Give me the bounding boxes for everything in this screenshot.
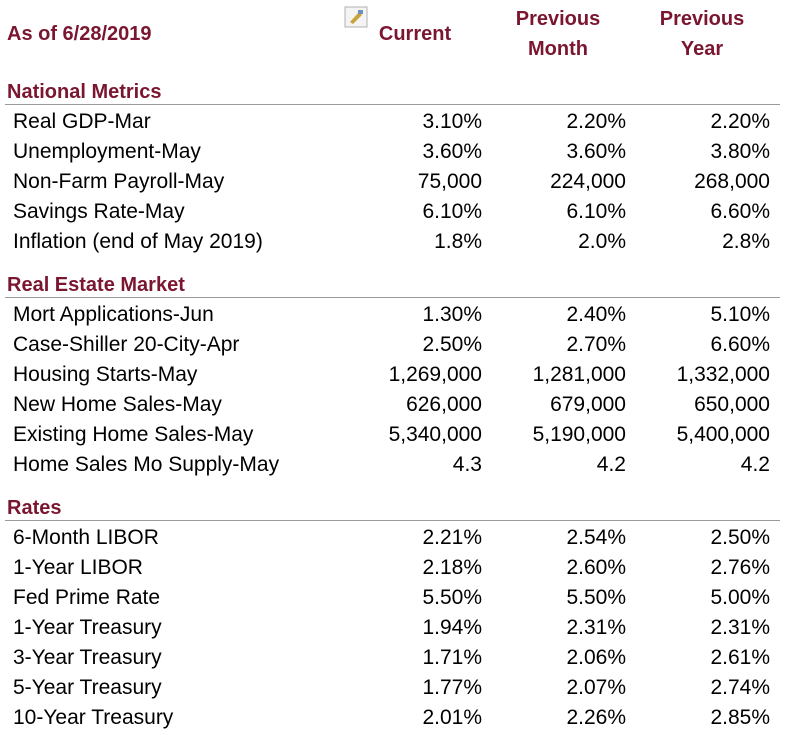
cell-value: 3.80% (710, 140, 770, 163)
row-label: Existing Home Sales-May (13, 423, 254, 446)
cell-value: 5,400,000 (676, 423, 770, 446)
section-rule (5, 104, 780, 105)
cell-value: 2.31% (710, 616, 770, 639)
cell-value: 1.94% (422, 616, 482, 639)
column-header: Year (680, 38, 724, 60)
row-label: Fed Prime Rate (13, 586, 161, 609)
cell-value: 2.18% (422, 556, 482, 579)
cell-value: 1.30% (422, 303, 482, 326)
cell-value: 75,000 (417, 170, 482, 193)
cell-value: 650,000 (694, 393, 770, 416)
cell-value: 2.70% (566, 333, 626, 356)
row-label: Inflation (end of May 2019) (13, 230, 263, 253)
cell-value: 2.07% (566, 676, 626, 699)
column-header: Previous (659, 8, 745, 30)
row-label: 1-Year LIBOR (13, 556, 143, 579)
row-label: 3-Year Treasury (13, 646, 162, 669)
cell-value: 2.60% (566, 556, 626, 579)
cell-value: 4.2 (596, 453, 626, 476)
cell-value: 1,269,000 (388, 363, 482, 386)
cell-value: 3.60% (566, 140, 626, 163)
cell-value: 2.8% (722, 230, 770, 253)
cell-value: 2.20% (566, 110, 626, 133)
as-of-date: As of 6/28/2019 (7, 23, 152, 45)
cell-value: 2.50% (710, 526, 770, 549)
cell-value: 3.60% (422, 140, 482, 163)
row-label: 1-Year Treasury (13, 616, 162, 639)
row-label: Unemployment-May (13, 140, 201, 163)
cell-value: 5,340,000 (388, 423, 482, 446)
cell-value: 6.60% (710, 200, 770, 223)
cell-value: 4.2 (740, 453, 770, 476)
cell-value: 1.77% (422, 676, 482, 699)
cell-value: 2.61% (710, 646, 770, 669)
row-label: Housing Starts-May (13, 363, 198, 386)
cell-value: 2.0% (578, 230, 626, 253)
cell-value: 2.40% (566, 303, 626, 326)
column-header: Current (378, 23, 452, 45)
cell-value: 2.50% (422, 333, 482, 356)
cell-value: 626,000 (406, 393, 482, 416)
cell-value: 2.85% (710, 706, 770, 729)
cell-value: 6.10% (422, 200, 482, 223)
cell-value: 6.10% (566, 200, 626, 223)
cell-value: 2.76% (710, 556, 770, 579)
cell-value: 4.3 (452, 453, 482, 476)
cell-value: 5.50% (566, 586, 626, 609)
cell-value: 224,000 (550, 170, 626, 193)
column-header: Previous (515, 8, 601, 30)
cell-value: 2.31% (566, 616, 626, 639)
cell-value: 1,332,000 (676, 363, 770, 386)
row-label: Non-Farm Payroll-May (13, 170, 225, 193)
row-label: 10-Year Treasury (13, 706, 174, 729)
section-rule (5, 297, 780, 298)
cell-value: 2.06% (566, 646, 626, 669)
cell-value: 1.8% (434, 230, 482, 253)
row-label: Real GDP-Mar (13, 110, 151, 133)
cell-value: 268,000 (694, 170, 770, 193)
cell-value: 1.71% (422, 646, 482, 669)
cell-value: 6.60% (710, 333, 770, 356)
row-label: 6-Month LIBOR (13, 526, 159, 549)
row-label: 5-Year Treasury (13, 676, 162, 699)
cell-value: 5.10% (710, 303, 770, 326)
cell-value: 1,281,000 (532, 363, 626, 386)
row-label: Case-Shiller 20-City-Apr (13, 333, 240, 356)
row-label: Savings Rate-May (13, 200, 185, 223)
cell-value: 2.74% (710, 676, 770, 699)
cell-value: 5.50% (422, 586, 482, 609)
section-title: National Metrics (7, 81, 162, 103)
cell-value: 2.26% (566, 706, 626, 729)
cell-value: 5,190,000 (532, 423, 626, 446)
cell-value: 2.20% (710, 110, 770, 133)
cell-value: 679,000 (550, 393, 626, 416)
cell-value: 2.21% (422, 526, 482, 549)
section-title: Real Estate Market (7, 274, 185, 296)
cell-value: 3.10% (422, 110, 482, 133)
cell-value: 2.01% (422, 706, 482, 729)
row-label: New Home Sales-May (13, 393, 222, 416)
section-title: Rates (7, 497, 62, 519)
paste-icon (344, 6, 368, 28)
row-label: Mort Applications-Jun (13, 303, 214, 326)
column-header: Month (528, 38, 588, 60)
row-label: Home Sales Mo Supply-May (13, 453, 280, 476)
section-rule (5, 520, 780, 521)
cell-value: 2.54% (566, 526, 626, 549)
cell-value: 5.00% (710, 586, 770, 609)
